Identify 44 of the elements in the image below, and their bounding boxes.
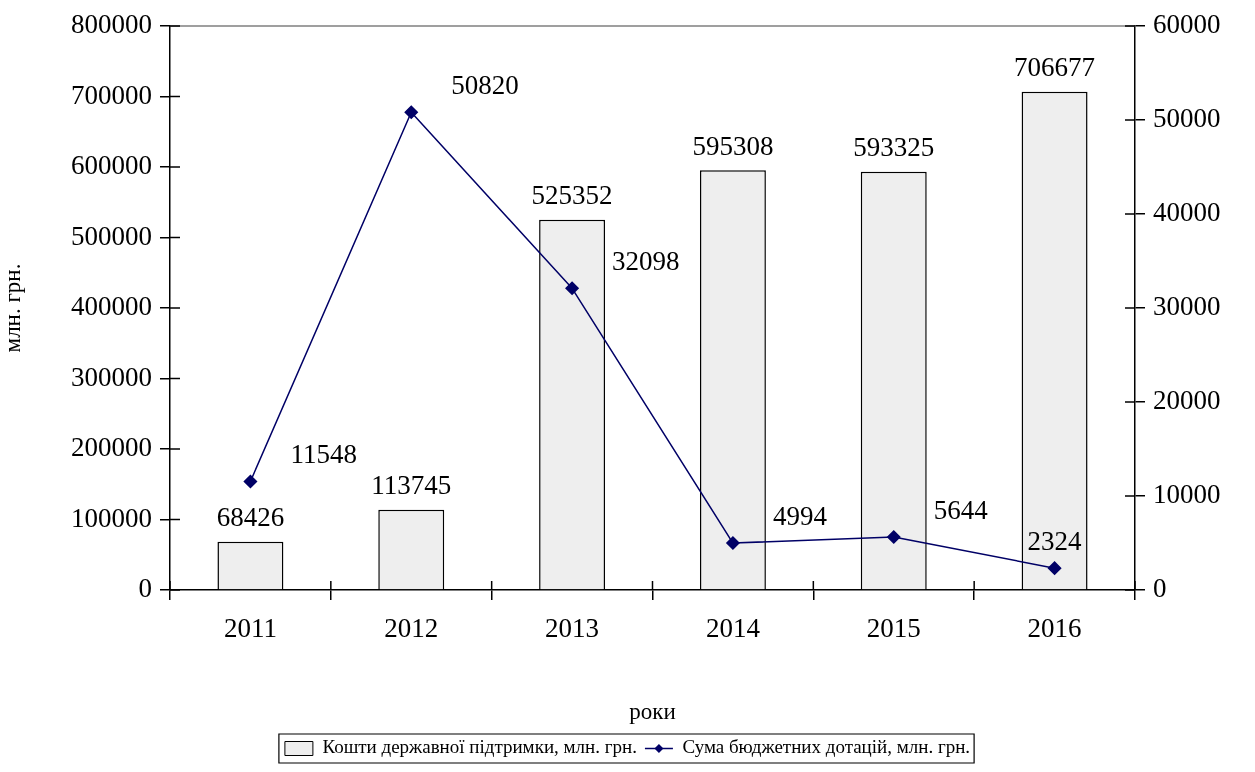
x-tick-label: 2014 — [705, 613, 761, 644]
y-tick-label: 300000 — [71, 361, 152, 392]
x-tick-label: 2015 — [866, 613, 921, 644]
y-axis-title: млн. грн. — [0, 263, 25, 353]
y-tick-label: 400000 — [71, 291, 152, 322]
point — [887, 530, 901, 544]
y-tick-label: 600000 — [71, 150, 152, 181]
y2-tick-label: 20000 — [1153, 385, 1221, 416]
data-label: 595308 — [692, 130, 774, 161]
point — [726, 536, 740, 550]
point — [1047, 561, 1062, 575]
y2-tick-label: 60000 — [1153, 9, 1221, 40]
y-tick-label: 500000 — [71, 220, 152, 251]
y2-tick-label: 10000 — [1153, 479, 1221, 510]
data-label: 5644 — [933, 494, 989, 525]
y2-tick-label: 30000 — [1153, 291, 1221, 322]
point — [565, 281, 579, 296]
data-label: 113745 — [371, 470, 452, 501]
y-tick-label: 100000 — [71, 502, 152, 533]
y2-tick-label: 50000 — [1153, 103, 1221, 134]
legend-label: Сума бюджетних дотацій, млн. грн. — [682, 736, 971, 758]
y2-tick-label: 0 — [1153, 573, 1167, 604]
data-label: 32098 — [612, 245, 680, 276]
point — [404, 105, 418, 120]
legend-label: Кошти державної підтримки, млн. грн. — [322, 736, 637, 758]
data-label: 11548 — [290, 439, 357, 470]
x-tick-label: 2012 — [384, 613, 439, 644]
x-axis-title: роки — [629, 699, 676, 725]
x-tick-label: 2013 — [545, 613, 600, 644]
y-tick-label: 0 — [138, 573, 152, 604]
data-label: 525352 — [531, 180, 613, 211]
y-tick-label: 800000 — [71, 9, 152, 40]
data-label: 706677 — [1014, 52, 1096, 83]
x-tick-label: 2016 — [1027, 613, 1082, 644]
data-label: 593325 — [853, 132, 935, 163]
data-label: 4994 — [772, 500, 828, 531]
y2-tick-label: 40000 — [1153, 197, 1221, 228]
data-label: 50820 — [451, 69, 519, 100]
data-label: 2324 — [1027, 525, 1083, 556]
y-tick-label: 700000 — [71, 79, 152, 110]
x-tick-label: 2011 — [223, 613, 277, 644]
y-tick-label: 200000 — [71, 432, 152, 463]
data-label: 68426 — [216, 502, 285, 533]
point — [243, 474, 258, 489]
